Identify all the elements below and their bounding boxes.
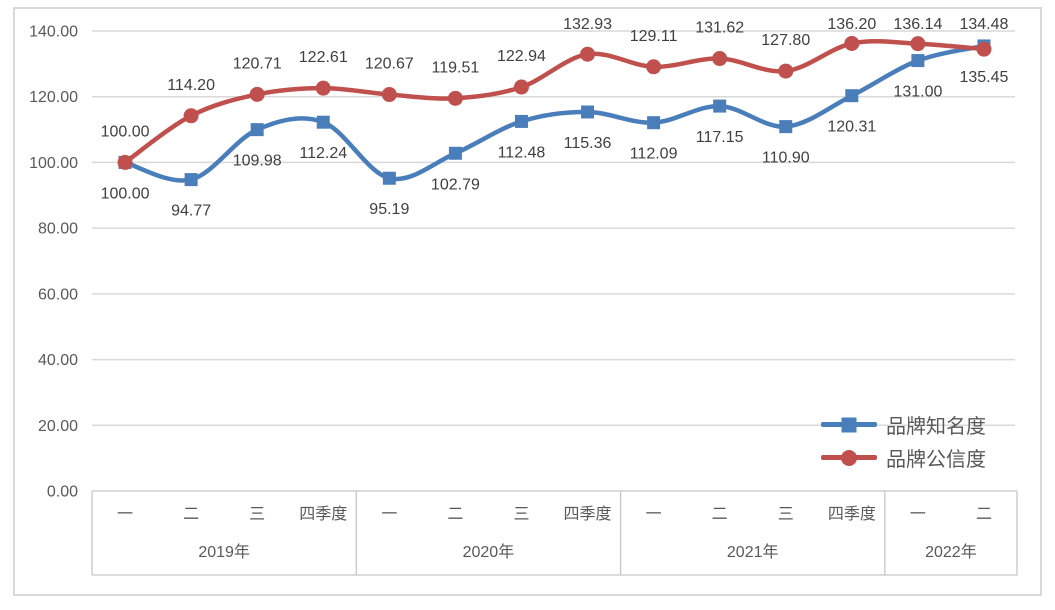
x-tick-quarter-label: 三 [513,506,529,523]
data-label: 94.77 [171,203,211,220]
data-label: 136.20 [827,16,876,33]
data-point-circle-marker [778,63,794,79]
circle-marker-icon [841,449,857,466]
legend-line-square-marker-icon [821,417,877,432]
data-point-square-marker [647,116,661,130]
x-axis-year-label: 2022年 [925,543,977,561]
legend-label-brand-awareness: 品牌知名度 [886,416,986,438]
x-tick-quarter-label: 二 [976,506,992,523]
y-tick-label: 120.00 [29,89,78,106]
data-point-circle-marker [646,59,662,75]
data-point-circle-marker [315,80,331,96]
data-point-square-marker [316,115,330,129]
data-label: 117.15 [696,129,744,146]
x-tick-quarter-label: 三 [778,506,794,523]
legend-label-brand-credibility: 品牌公信度 [886,449,986,471]
x-tick-quarter-label: 四季度 [299,505,347,523]
legend-item-brand-credibility: 品牌公信度 [821,441,986,474]
data-point-circle-marker [910,36,926,52]
data-label: 122.61 [299,49,348,66]
data-label: 135.45 [959,69,1008,86]
x-tick-quarter-label: 二 [183,506,199,523]
y-tick-label: 80.00 [38,221,78,238]
square-marker-icon [841,417,857,432]
data-point-circle-marker [183,108,199,124]
data-label: 131.62 [695,20,744,37]
chart-outer-border [13,7,1042,596]
data-point-circle-marker [381,87,397,103]
data-label: 112.09 [630,146,678,163]
y-axis-tick-labels: 0.00 20.00 40.00 60.00 80.00 100.00 120.00 140.… [29,24,78,501]
y-tick-label: 60.00 [38,286,78,303]
x-axis-year-label: 2021年 [727,543,779,561]
data-label: 120.67 [365,56,414,73]
data-point-circle-marker [844,35,860,51]
y-tick-label: 100.00 [29,155,78,172]
data-point-square-marker [448,146,462,160]
data-label: 132.93 [563,16,612,33]
data-point-square-marker [581,105,595,119]
data-label: 109.98 [233,153,282,170]
y-tick-label: 0.00 [47,484,78,501]
data-point-circle-marker [447,90,463,106]
data-point-circle-marker [976,41,992,57]
x-tick-quarter-label: 一 [381,506,397,523]
data-point-square-marker [250,123,264,137]
data-label: 127.80 [761,32,810,49]
data-label: 115.36 [564,135,612,152]
data-label: 114.20 [167,77,215,94]
x-tick-quarter-label: 三 [249,506,265,523]
data-label: 120.71 [233,55,282,72]
data-point-circle-marker [712,51,728,67]
x-axis-year-label: 2019年 [198,543,250,561]
data-label: 122.94 [497,48,546,65]
data-label: 134.48 [959,16,1008,33]
data-label: 136.14 [893,16,942,33]
chart-legend: 品牌知名度 品牌公信度 [821,408,986,474]
data-label: 95.19 [369,201,409,218]
data-label: 129.11 [630,28,678,45]
x-tick-quarter-label: 四季度 [828,505,876,523]
data-label: 100.00 [101,185,150,202]
data-label: 112.48 [498,144,546,161]
x-tick-quarter-label: 四季度 [564,505,612,523]
data-point-circle-marker [580,46,596,62]
data-point-square-marker [184,173,198,187]
data-point-circle-marker [513,79,529,95]
data-point-square-marker [911,54,925,68]
gridlines [92,30,1015,427]
series-brand-credibility: 100.00 114.20 120.71 122.61 120.67 119.51 122.… [101,16,1009,170]
data-point-square-marker [779,120,793,134]
data-label: 131.00 [893,84,942,101]
data-label: 100.00 [101,123,150,140]
data-point-circle-marker [249,86,265,102]
y-tick-label: 140.00 [29,24,78,41]
x-axis-table: 一 二 三 四季度 2019年 一 二 三 四季度 2020年 一 二 三 四季度 2021年 一 二 2022年 [91,490,1018,576]
data-label: 119.51 [432,59,480,76]
data-label: 112.24 [299,145,347,162]
x-tick-quarter-label: 一 [117,506,133,523]
data-point-square-marker [514,114,528,128]
x-tick-quarter-label: 二 [712,506,728,523]
data-point-circle-marker [117,154,133,170]
legend-line-circle-marker-icon [821,449,877,466]
data-label: 110.90 [762,150,810,167]
data-label: 120.31 [827,119,876,136]
x-tick-quarter-label: 一 [910,506,926,523]
legend-item-brand-awareness: 品牌知名度 [821,408,986,441]
data-point-square-marker [382,171,396,185]
y-tick-label: 20.00 [38,418,78,435]
data-point-square-marker [845,89,859,103]
data-point-square-marker [713,99,727,113]
x-tick-quarter-label: 一 [646,506,662,523]
x-tick-quarter-label: 二 [447,506,463,523]
x-axis-year-label: 2020年 [463,543,515,561]
data-label: 102.79 [431,176,480,193]
y-tick-label: 40.00 [38,352,78,369]
